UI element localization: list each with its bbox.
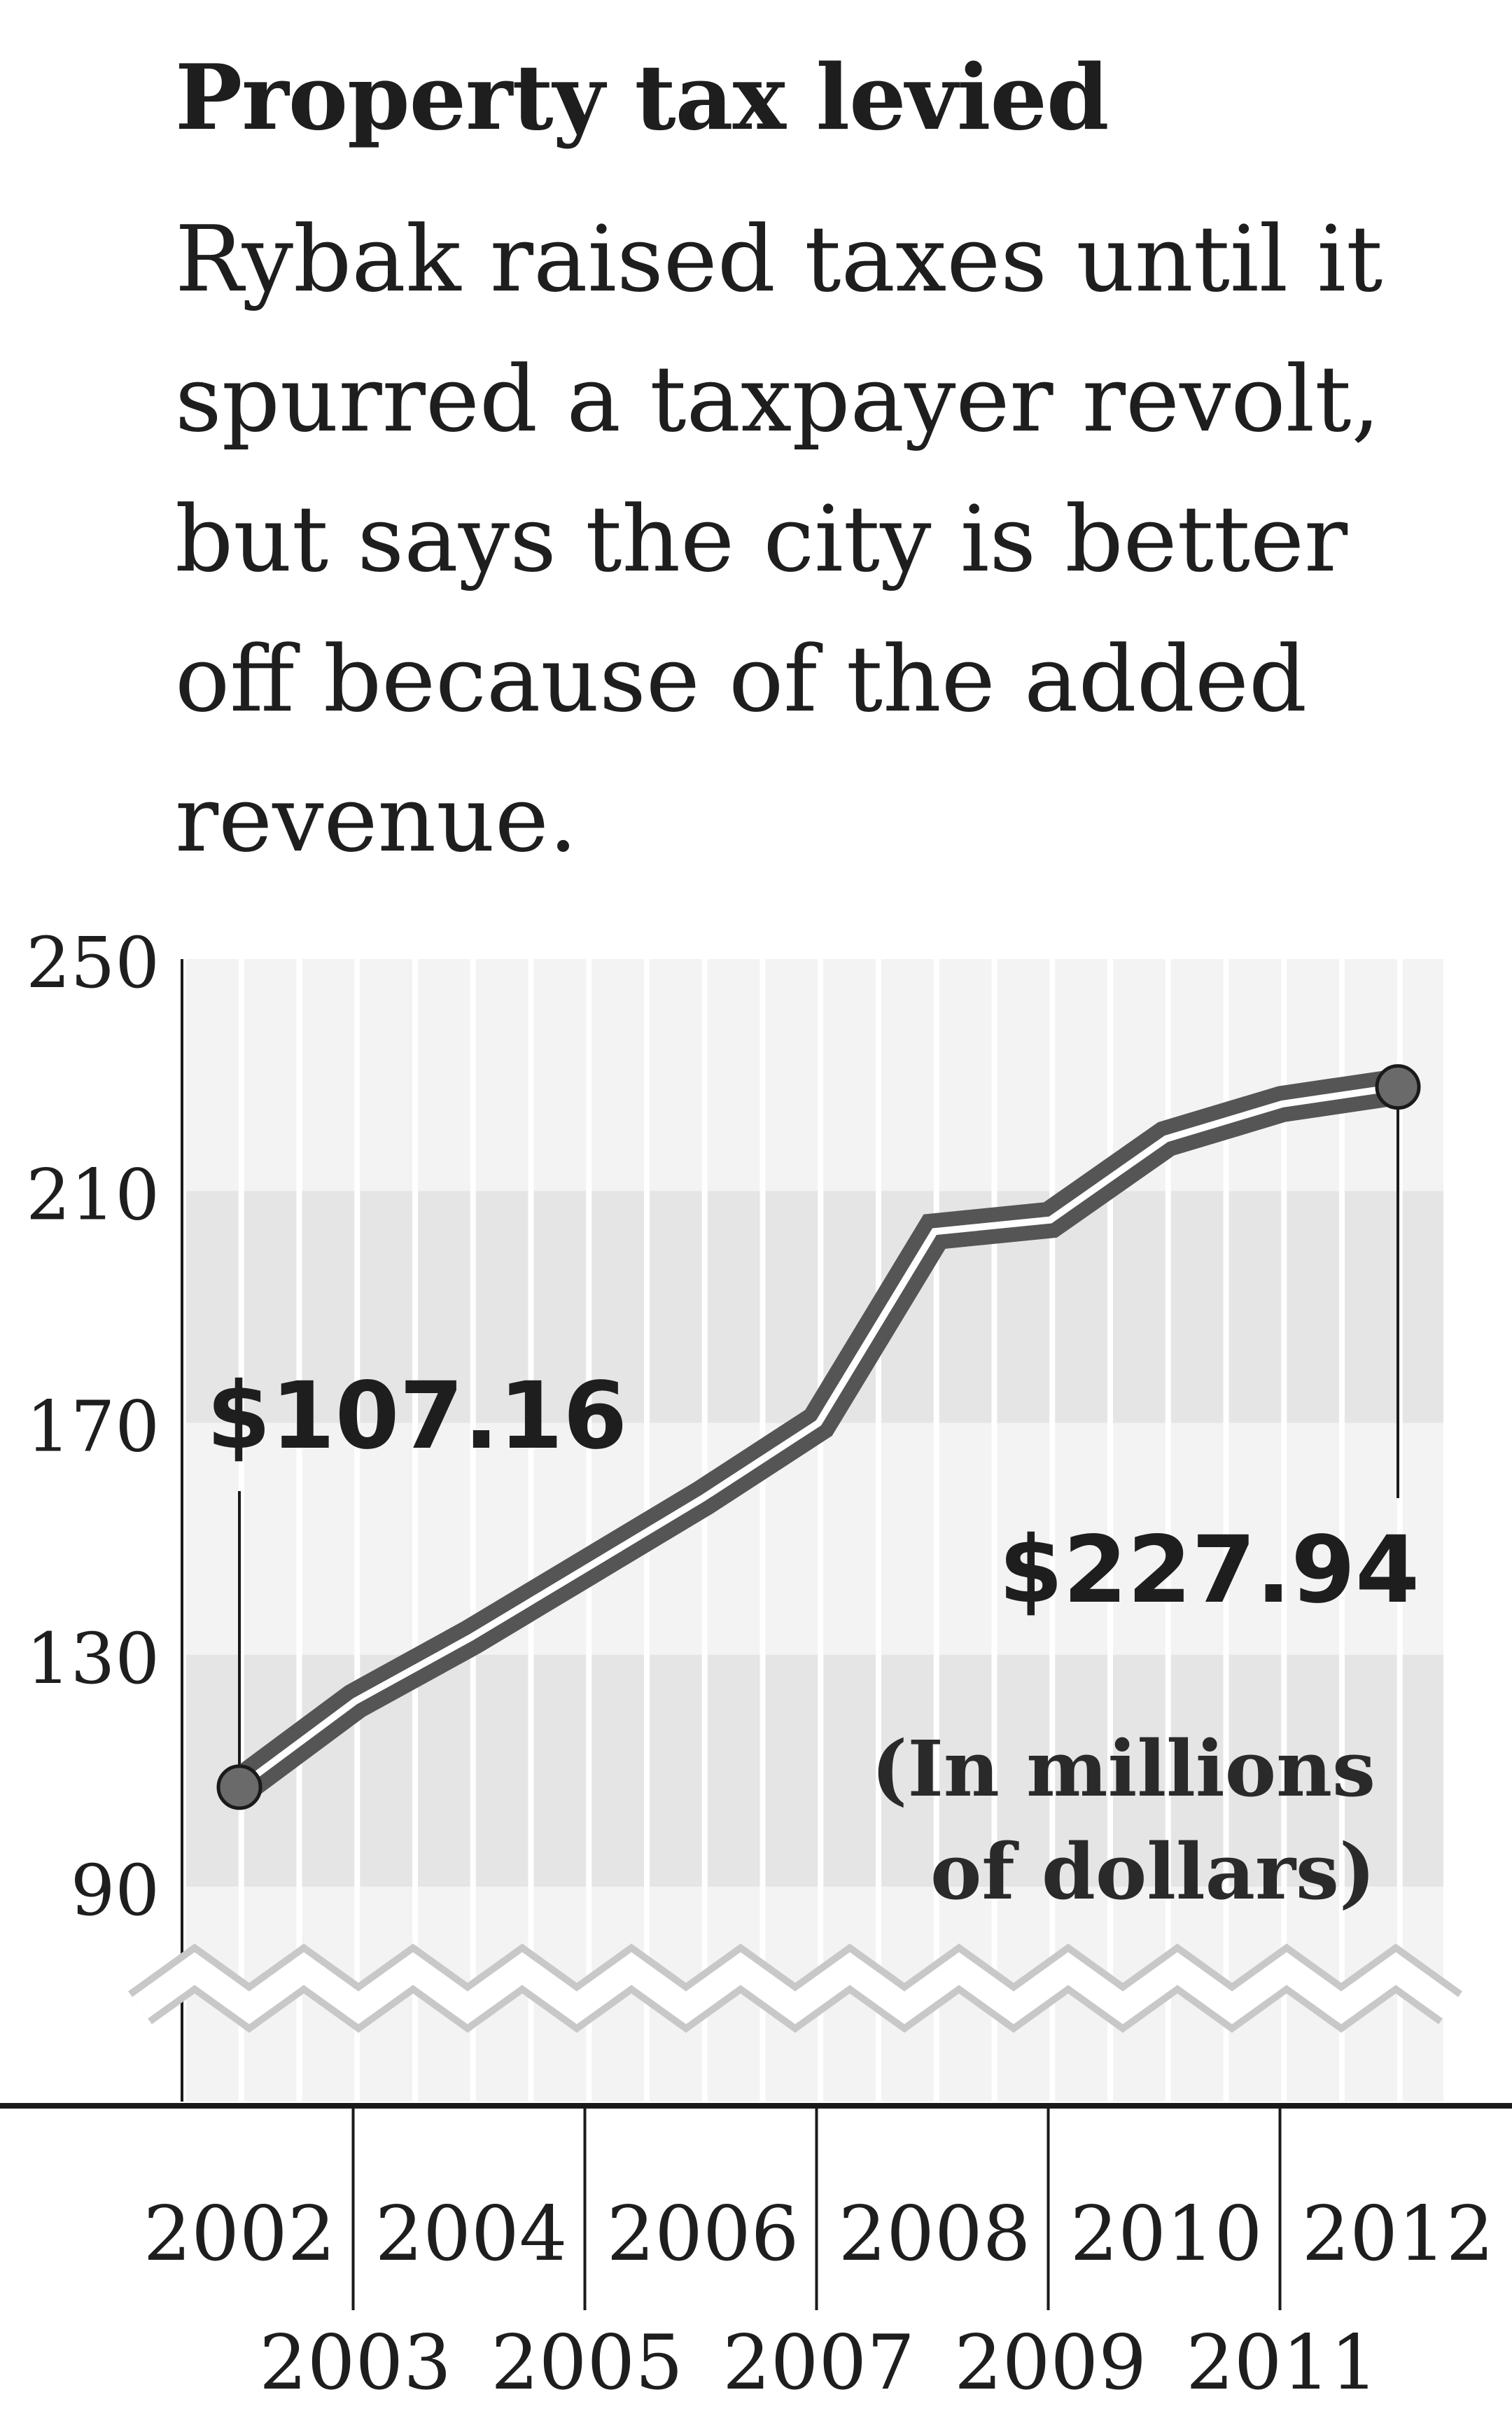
y-tick-label: 90 (71, 1850, 160, 1931)
series-line (221, 1068, 1416, 1805)
x-tick-label: 2011 (1186, 2319, 1378, 2407)
x-tick-label: 2010 (1070, 2190, 1263, 2278)
axis-break-zigzag (128, 1943, 1462, 2033)
annotation-leader-lines (238, 1086, 1399, 1787)
start-value-label: $107.16 (206, 1362, 627, 1470)
x-tick-label: 2009 (954, 2319, 1147, 2407)
y-tick-label: 170 (26, 1386, 160, 1468)
x-tick-label: 2005 (491, 2319, 683, 2407)
axis-break-fill (132, 1952, 1459, 2025)
x-tick-label: 2007 (722, 2319, 915, 2407)
x-tick-label: 2004 (375, 2190, 568, 2278)
y-tick-label: 250 (26, 922, 160, 1004)
x-tick-label: 2012 (1302, 2190, 1494, 2278)
annotations: $107.16 $227.94 (In millions of dollars) (206, 1362, 1420, 1917)
y-tick-labels: 250 210 170 130 90 (26, 922, 160, 1931)
end-point-marker (1375, 1064, 1421, 1110)
x-tick-label: 2003 (259, 2319, 451, 2407)
background-band (183, 959, 1443, 1191)
y-tick-label: 210 (26, 1154, 160, 1236)
x-tick-marks (351, 2106, 1282, 2310)
chart-title: Property tax levied (175, 46, 1109, 151)
units-label-line-1: (In millions (871, 1724, 1376, 1814)
y-tick-label: 130 (26, 1618, 160, 1700)
chart-subtitle: Rybak raised taxes until it spurred a ta… (175, 206, 1383, 872)
background-band (183, 1423, 1443, 1655)
endpoint-markers (216, 1064, 1421, 1810)
background-band (183, 1191, 1443, 1423)
x-tick-label: 2002 (144, 2190, 336, 2278)
x-tick-label: 2008 (839, 2190, 1031, 2278)
series-line-highlight (237, 1083, 1399, 1790)
end-value-label: $227.94 (999, 1516, 1420, 1624)
x-tick-label: 2006 (607, 2190, 799, 2278)
x-tick-labels: 2002 2004 2006 2008 2010 2012 2003 2005 2007 2009… (144, 2190, 1494, 2407)
start-point-marker (216, 1764, 262, 1810)
units-label-line-2: of dollars) (930, 1826, 1376, 1917)
